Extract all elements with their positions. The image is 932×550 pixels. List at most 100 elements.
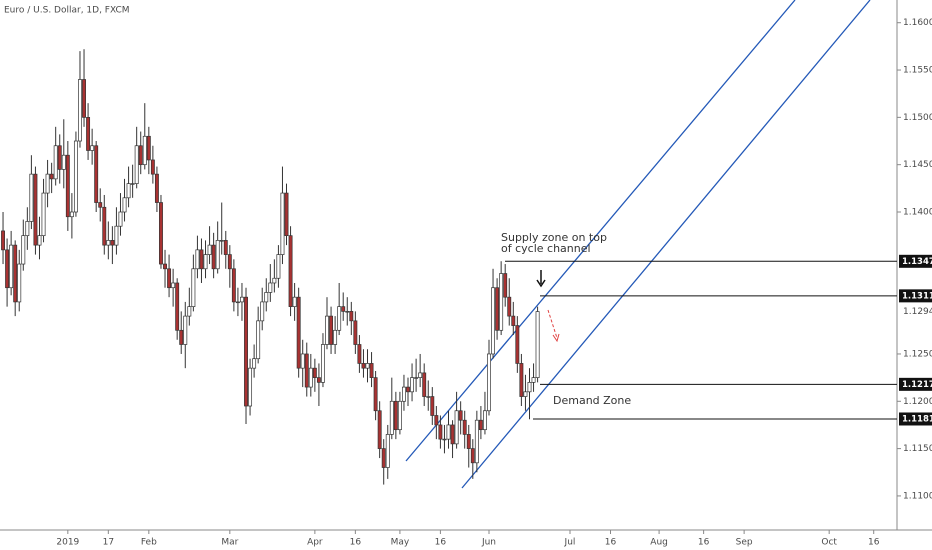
candle-body [207,244,212,255]
x-tick-label: 16 [698,538,710,548]
candle-body [519,363,524,397]
candle-body [308,367,313,388]
candle-body [199,249,204,270]
candle-body [211,244,216,270]
candle-body [264,292,269,303]
candle-body [523,391,528,397]
candle-body [191,268,196,307]
candle-body [353,320,358,345]
candle-body [268,282,273,293]
candle-body [171,282,176,289]
x-tick-label: 16 [435,538,447,548]
candle-body [288,235,293,307]
candle-body [495,287,500,331]
candle-body [235,301,240,304]
candle-body [487,353,491,412]
candle-body [69,211,74,218]
level-label: 1.11813 [902,414,932,424]
candle-body [406,386,410,393]
candle-body [187,306,192,317]
chart-title: Euro / U.S. Dollar, 1D, FXCM [4,6,130,16]
channel-line [461,0,871,489]
candle-body [385,434,390,468]
candle-body [25,221,30,237]
annotation: Demand Zone [553,394,631,407]
candle-body [215,240,220,270]
candle-body [134,145,139,184]
candle-body [203,254,208,270]
candle-body [252,358,257,369]
x-tick-label: Oct [821,538,837,548]
level-label: 1.13479 [902,257,932,267]
candle-body [316,377,321,383]
candle-body [389,400,394,435]
candle-body [418,372,423,378]
y-tick-label: 1.15000 [903,113,932,123]
candle-body [163,263,167,270]
candle-body [219,240,224,242]
candle-body [333,329,338,345]
candle-body [179,329,184,345]
y-tick-label: 1.16000 [903,18,932,28]
level-label-box [899,254,932,268]
candle-body [21,235,26,265]
candle-body [535,311,540,378]
candle-body [373,377,378,412]
candle-body [61,154,66,170]
candle-body [130,183,135,185]
candle-body [357,344,362,364]
level-label: 1.12179 [902,380,932,390]
candle-body [527,382,532,393]
candle-body [321,344,325,383]
candle-body [86,117,91,151]
candle-body [256,320,261,360]
candle-body [183,315,188,345]
x-tick-label: Feb [141,538,157,548]
channel-line [405,0,796,462]
candle-body [284,192,289,237]
candle-body [434,415,439,426]
candle-body [312,367,317,378]
x-tick-label: 16 [868,538,880,548]
candle-body [223,240,228,255]
candle-body [159,202,163,265]
annotation: Supply zone on top [501,231,607,244]
candle-body [240,296,244,303]
x-tick-label: 16 [350,538,362,548]
y-tick-label: 1.14500 [903,160,932,170]
candle-body [499,273,504,331]
candle-body [276,254,281,279]
candle-body [365,363,370,369]
last-price-label: 1.12948 [903,307,932,317]
candle-body [426,396,431,398]
candle-body [442,438,447,441]
candle-body [337,306,342,331]
candle-body [397,400,402,431]
x-tick-label: Mar [221,538,238,548]
candle-body [329,315,334,345]
candle-body [458,410,463,421]
candle-body [369,363,374,378]
candle-body [325,315,329,345]
candle-body [49,173,54,180]
candle-body [122,197,127,213]
candle-body [393,400,398,431]
candle-body [106,240,111,246]
y-tick-label: 1.14000 [903,208,932,218]
candle-body [361,363,366,369]
x-tick-label: Aug [650,538,668,548]
candle-body [126,183,131,199]
x-tick-label: 17 [103,538,114,548]
candle-body [377,410,382,449]
candle-body [65,154,70,218]
candle-body [454,410,459,445]
candle-body [300,353,305,369]
candle-body [195,249,200,270]
annotation: of cycle channel [501,242,591,255]
x-tick-label: 2019 [56,538,79,548]
candle-body [142,135,147,166]
level-label-box [899,377,932,391]
y-tick-label: 1.15500 [903,66,932,76]
candle-body [45,173,50,194]
